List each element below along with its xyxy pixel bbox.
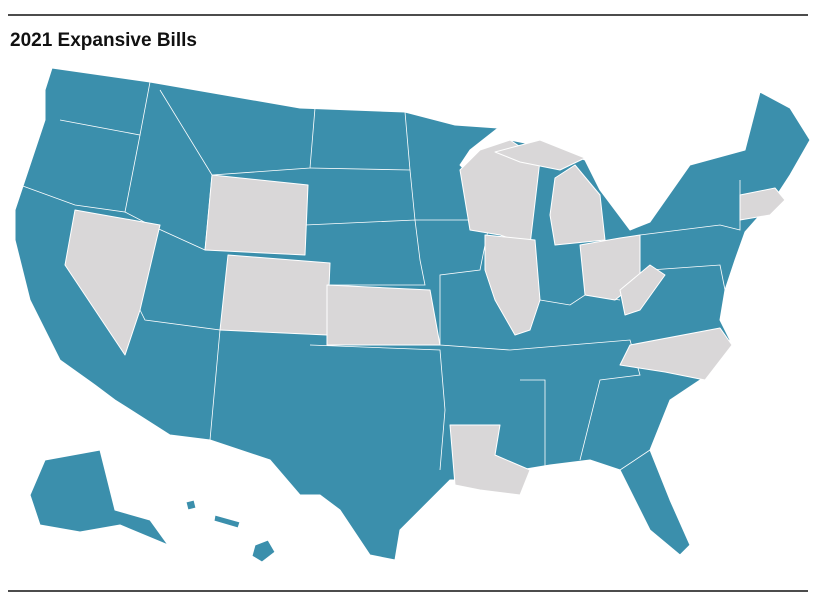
colorado: [219, 254, 331, 336]
border: [509, 339, 641, 461]
alaska: [29, 449, 169, 546]
southern-new-england: [739, 187, 786, 221]
kansas: [326, 284, 441, 346]
border: [520, 379, 546, 470]
border: [139, 309, 221, 441]
michigan: [549, 164, 606, 246]
illinois: [484, 234, 541, 336]
louisiana: [449, 424, 531, 496]
michigan-upper: [494, 139, 586, 171]
border: [19, 134, 141, 213]
hawaii-islands: [213, 514, 241, 529]
hawaii: [251, 539, 276, 563]
border: [619, 449, 651, 471]
nevada: [64, 209, 161, 356]
us-map: [14, 67, 811, 563]
border: [309, 344, 446, 471]
border: [649, 264, 726, 291]
north-carolina: [619, 327, 733, 381]
hawaii-islands: [185, 499, 197, 511]
title: 2021 Expansive Bills: [10, 30, 197, 51]
wyoming: [204, 174, 309, 256]
west-virginia: [619, 264, 666, 316]
border: [304, 219, 426, 286]
